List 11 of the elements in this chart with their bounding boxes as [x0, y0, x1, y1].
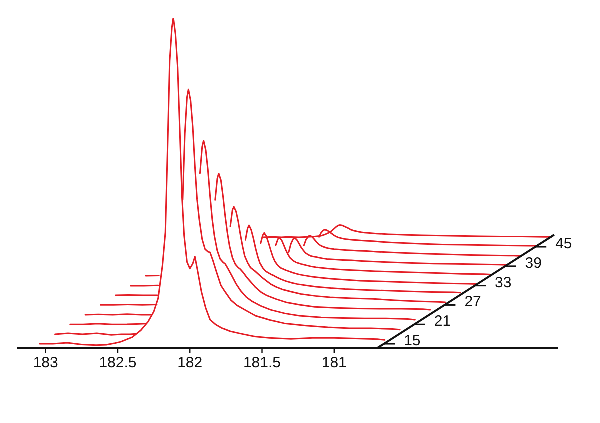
series-label: 27 — [464, 294, 482, 311]
series-label: 15 — [404, 332, 421, 350]
x-tick-label: 181.5 — [243, 354, 282, 372]
series-label: 45 — [556, 236, 572, 253]
series-label: 21 — [434, 313, 452, 330]
series-label: 33 — [494, 274, 512, 292]
x-tick-label: 183 — [33, 354, 58, 372]
x-tick-label: 182.5 — [99, 354, 137, 372]
x-tick-label: 181 — [322, 354, 347, 372]
x-tick-label: 182 — [178, 354, 203, 372]
series-label: 39 — [525, 254, 542, 272]
